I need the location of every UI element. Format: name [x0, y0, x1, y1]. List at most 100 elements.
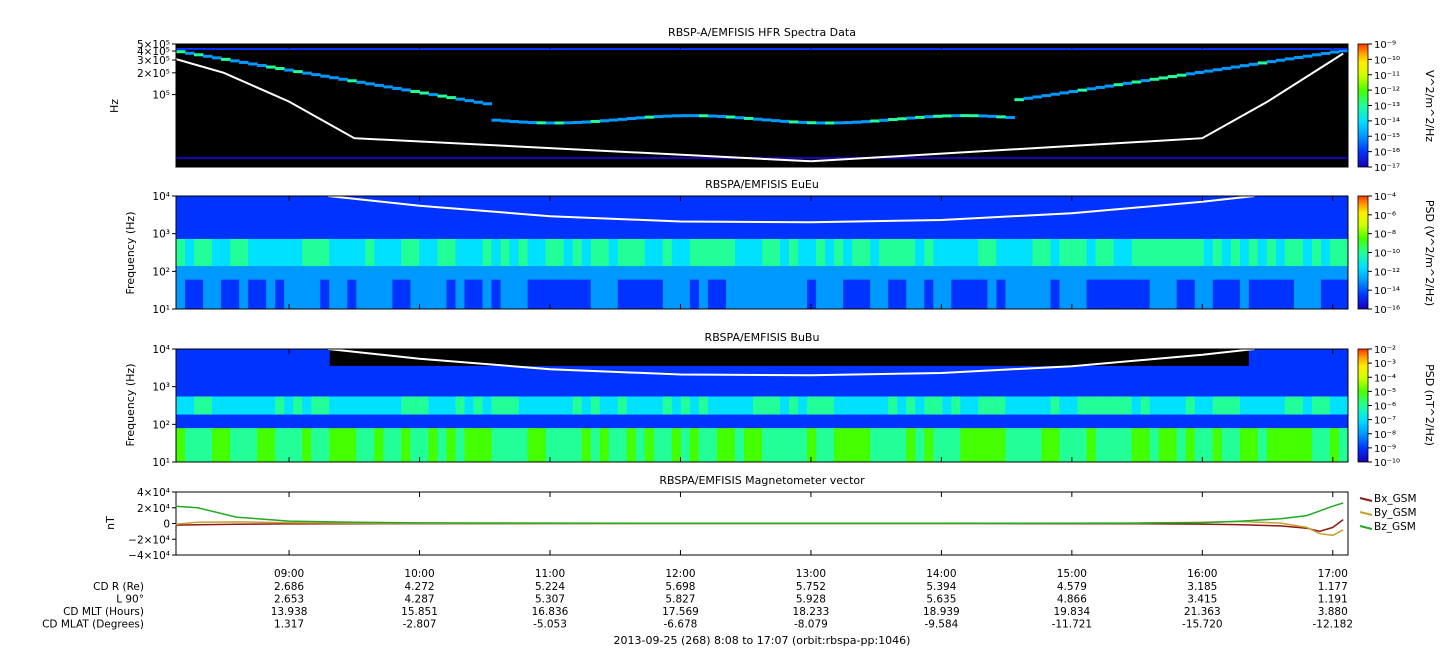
eueu-title: RBSPA/EMFISIS EuEu — [705, 178, 819, 191]
spectrogram-cell — [500, 119, 511, 123]
spectrogram-cell — [1014, 98, 1024, 102]
spectrogram-cell — [437, 428, 447, 463]
spectrogram-cell — [473, 396, 484, 416]
spectrogram-cell — [1050, 428, 1061, 463]
spectrogram-cell — [464, 157, 475, 159]
spectrogram-cell — [302, 238, 312, 267]
spectrogram-cell — [1068, 266, 1079, 281]
hfr-title: RBSP-A/EMFISIS HFR Spectra Data — [668, 26, 856, 39]
spectrogram-cell — [1050, 92, 1061, 96]
spectrogram-cell — [185, 414, 195, 429]
spectrogram-cell — [951, 48, 961, 50]
spectrogram-cell — [780, 266, 790, 281]
colorbar-tick-label: 10⁻² — [1374, 345, 1396, 356]
spectrogram-cell — [581, 48, 592, 50]
spectrogram-cell — [401, 238, 411, 267]
spectrogram-cell — [942, 196, 952, 222]
spectrogram-cell — [365, 266, 375, 281]
spectrogram-cell — [1050, 157, 1061, 159]
spectrogram-cell — [617, 238, 628, 267]
spectrogram-cell — [428, 365, 438, 397]
spectrogram-cell — [1311, 196, 1322, 222]
spectrogram-cell — [725, 48, 736, 50]
spectrogram-cell — [1257, 428, 1268, 463]
spectrogram-cell — [239, 266, 249, 281]
spectrogram-cell — [527, 396, 538, 416]
spectrogram-cell — [1248, 349, 1259, 367]
spectrogram-cell — [933, 196, 943, 222]
spectrogram-cell — [1266, 157, 1277, 159]
spectrogram-cell — [626, 266, 637, 281]
spectrogram-cell — [374, 83, 384, 87]
spectrogram-cell — [572, 196, 583, 222]
spectrogram-cell — [338, 414, 348, 429]
spectrogram-cell — [1203, 48, 1214, 50]
legend-label: By_GSM — [1374, 507, 1417, 519]
spectrogram-cell — [951, 220, 961, 240]
spectrogram-cell — [716, 196, 727, 222]
spectrogram-cell — [798, 414, 808, 429]
ephemeris-value: 5.307 — [535, 594, 565, 606]
spectrogram-cell — [1257, 396, 1268, 416]
spectrogram-cell — [1293, 428, 1304, 463]
spectrogram-cell — [689, 396, 700, 416]
spectrogram-cell — [879, 157, 889, 159]
spectrogram-cell — [752, 196, 763, 222]
spectrogram-cell — [1041, 48, 1051, 50]
spectrogram-cell — [1338, 428, 1349, 463]
spectrogram-cell — [1167, 428, 1178, 463]
spectrogram-cell — [446, 157, 456, 159]
spectrogram-cell — [888, 428, 898, 463]
spectrogram-cell — [248, 157, 258, 159]
spectrogram-cell — [302, 71, 312, 75]
spectrogram-cell — [1176, 266, 1187, 281]
spectrogram-cell — [1113, 428, 1124, 463]
spectrogram-cell — [996, 279, 1006, 310]
spectrogram-cell — [617, 365, 628, 397]
spectrogram-cell — [1014, 157, 1024, 159]
spectrogram-cell — [743, 414, 754, 429]
spectrogram-cell — [302, 48, 312, 50]
spectrogram-cell — [527, 365, 538, 397]
spectrogram-cell — [392, 279, 402, 310]
spectrogram-cell — [545, 365, 556, 397]
colorbar-tick-label: 10⁻¹¹ — [1374, 71, 1400, 82]
spectrogram-cell — [716, 428, 727, 463]
ephemeris-value: -15.720 — [1182, 619, 1223, 631]
spectrogram-cell — [275, 266, 285, 281]
spectrogram-cell — [1293, 349, 1304, 367]
spectrogram-cell — [500, 279, 511, 310]
spectrogram-cell — [509, 196, 520, 222]
spectrogram-cell — [1311, 396, 1322, 416]
spectrogram-cell — [356, 80, 366, 84]
spectrogram-cell — [275, 365, 285, 397]
spectrogram-cell — [221, 48, 231, 50]
spectrogram-cell — [1329, 48, 1340, 50]
spectrogram-cell — [852, 414, 862, 429]
spectrogram-cell — [1329, 157, 1340, 159]
spectrogram-cell — [599, 279, 610, 310]
spectrogram-cell — [248, 365, 258, 397]
spectrogram-cell — [338, 77, 348, 81]
spectrogram-cell — [1068, 90, 1079, 94]
spectrogram-cell — [608, 157, 619, 159]
spectrogram-cell — [626, 196, 637, 222]
spectrogram-cell — [230, 196, 240, 222]
spectrogram-cell — [1149, 266, 1160, 281]
spectrogram-cell — [455, 97, 465, 101]
spectrogram-cell — [1005, 266, 1015, 281]
spectrogram-cell — [924, 48, 934, 50]
spectrogram-cell — [1311, 266, 1322, 281]
spectrogram-cell — [752, 48, 763, 50]
y-tick-label: 2×10⁴ — [137, 503, 170, 515]
spectrogram-cell — [789, 238, 799, 267]
y-tick-label: 10³ — [152, 229, 170, 241]
spectrogram-cell — [1248, 196, 1259, 222]
spectrogram-cell — [1230, 48, 1241, 50]
spectrogram-cell — [356, 414, 366, 429]
spectrogram-cell — [915, 414, 925, 429]
spectrogram-cell — [870, 396, 880, 416]
